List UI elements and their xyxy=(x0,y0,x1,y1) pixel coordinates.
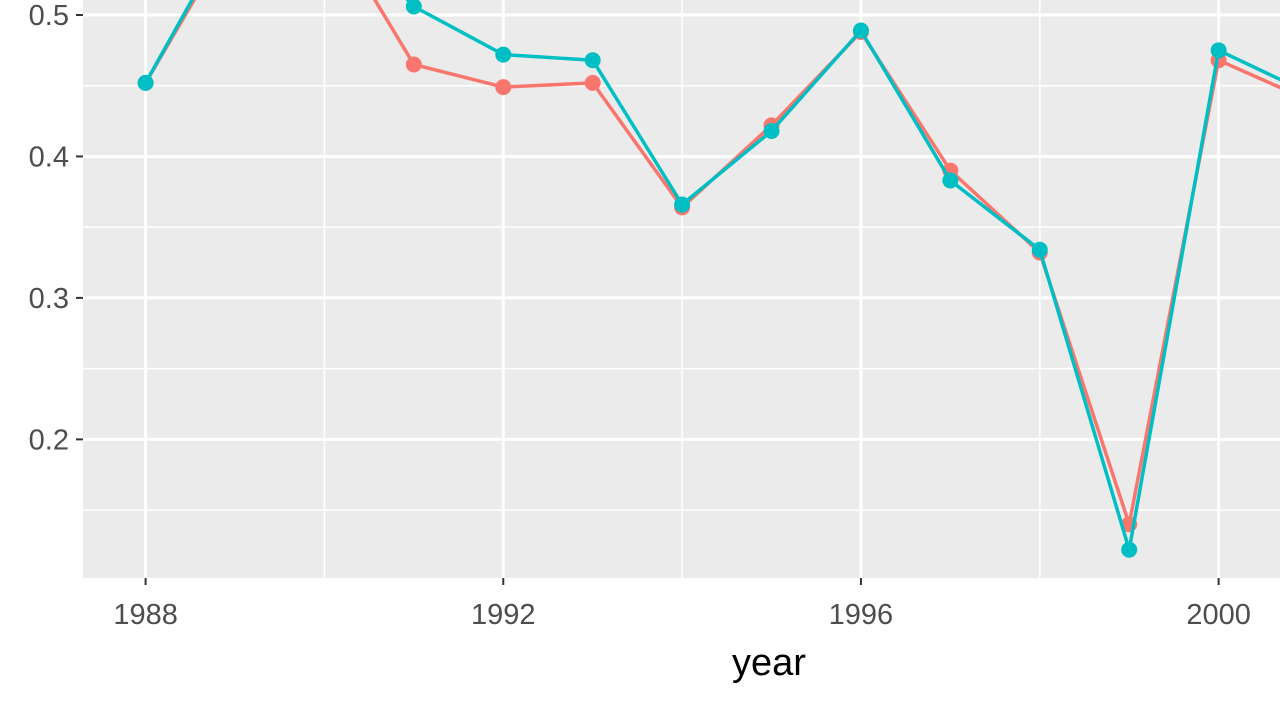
series-2-point xyxy=(584,52,601,69)
series-2-point xyxy=(405,0,422,15)
y-tick-label: 0.2 xyxy=(29,424,69,456)
series-2-point xyxy=(1121,541,1138,558)
series-2-line xyxy=(144,0,1280,552)
axis-ticks xyxy=(76,13,1220,585)
series-2-point xyxy=(1031,241,1048,258)
series-1-point xyxy=(405,56,422,73)
series-2-point xyxy=(1210,42,1227,59)
series-2-point xyxy=(495,46,512,63)
series-layer xyxy=(137,0,1280,558)
x-axis-title: year xyxy=(732,642,806,684)
tick-labels: 1988 1992 1996 2000 0.2 0.3 0.4 0.5 xyxy=(29,0,1251,631)
y-tick-label: 0.3 xyxy=(29,283,69,315)
minor-gridlines xyxy=(83,0,1280,578)
series-2-point xyxy=(852,22,869,39)
series-1-point xyxy=(495,79,512,96)
series-1-point xyxy=(584,74,601,91)
y-tick-label: 0.5 xyxy=(29,0,69,32)
x-tick-label: 1992 xyxy=(471,599,536,631)
x-tick-label: 1988 xyxy=(113,599,178,631)
x-tick-label: 2000 xyxy=(1186,599,1251,631)
series-2-point xyxy=(137,74,154,91)
y-tick-label: 0.4 xyxy=(29,141,69,173)
series-2-point xyxy=(942,172,959,189)
series-2-point xyxy=(674,196,691,213)
x-tick-label: 1996 xyxy=(829,599,894,631)
series-2-point xyxy=(763,122,780,139)
